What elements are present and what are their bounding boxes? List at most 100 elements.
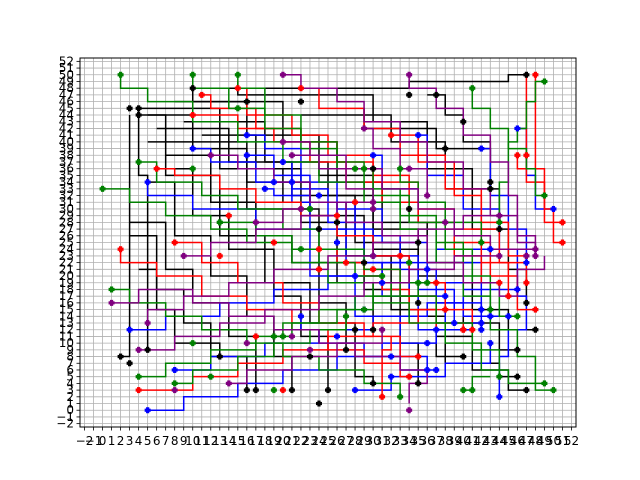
x-tick-label: 49 [537, 434, 552, 448]
x-tick-label: 16 [239, 434, 254, 448]
series-0-marker-8 [460, 353, 467, 360]
series-3-marker-15 [550, 387, 557, 394]
series-2-marker-9 [532, 71, 539, 78]
series-1-path-11 [355, 343, 492, 391]
y-tick-label: 44 [59, 108, 74, 122]
series-4-path-9 [291, 154, 374, 209]
series-0-marker-15 [343, 346, 350, 353]
series-2-marker-35 [216, 252, 223, 259]
series-1-marker-0 [144, 179, 151, 186]
y-tick-label: 33 [59, 182, 74, 196]
series-3-marker-4 [135, 158, 142, 165]
series-3-marker-33 [306, 205, 313, 212]
series-3-marker-32 [297, 246, 304, 253]
series-1-marker-12 [297, 313, 304, 320]
x-tick-label: 7 [162, 434, 170, 448]
series-2-marker-19 [469, 326, 476, 333]
series-0-marker-6 [415, 380, 422, 387]
series-4-marker-18 [370, 199, 377, 206]
series-1-marker-43 [442, 293, 449, 300]
y-tick-label: 19 [59, 276, 74, 290]
series-0-marker-26 [297, 98, 304, 105]
series-3-marker-23 [541, 192, 548, 199]
series-4-marker-16 [496, 212, 503, 219]
series-3-marker-35 [361, 165, 368, 172]
series-0-marker-29 [406, 91, 413, 98]
series-4-marker-13 [532, 252, 539, 259]
series-2-marker-37 [315, 266, 322, 273]
series-4-path-5 [210, 154, 546, 297]
series-0-marker-18 [252, 387, 259, 394]
series-4-marker-25 [243, 340, 250, 347]
series-4-marker-17 [496, 252, 503, 259]
series-2-marker-10 [523, 152, 530, 159]
y-tick-label: 7 [66, 356, 74, 370]
series-2-marker-16 [442, 306, 449, 313]
x-tick-label: 44 [492, 434, 507, 448]
series-4-marker-19 [379, 326, 386, 333]
series-1-marker-21 [487, 313, 494, 320]
x-tick-label: 10 [185, 434, 200, 448]
series-1-path-1 [147, 315, 509, 411]
series-4-marker-1 [406, 71, 413, 78]
series-4-path-11 [255, 208, 301, 224]
series-3-marker-30 [270, 387, 277, 394]
series-4-marker-8 [225, 380, 232, 387]
series-1-marker-27 [487, 340, 494, 347]
series-2-marker-3 [135, 387, 142, 394]
series-3-marker-29 [207, 373, 214, 380]
series-4-marker-3 [144, 320, 151, 327]
y-tick-label: 11 [59, 329, 74, 343]
x-tick-label: 4 [135, 434, 143, 448]
series-3-path-12 [399, 168, 483, 243]
series-1-marker-4 [189, 145, 196, 152]
series-2-marker-12 [315, 246, 322, 253]
series-3-marker-21 [415, 279, 422, 286]
y-tick-label: 18 [59, 282, 74, 296]
series-2-marker-6 [189, 112, 196, 119]
x-tick-label: −2 [76, 434, 94, 448]
series-3-marker-13 [460, 387, 467, 394]
series-2-marker-34 [225, 212, 232, 219]
series-3-marker-24 [496, 219, 503, 226]
series-4-marker-4 [135, 346, 142, 353]
x-tick-label: 21 [284, 434, 299, 448]
series-0-marker-40 [352, 326, 359, 333]
series-1-marker-34 [352, 273, 359, 280]
x-tick-label: 0 [99, 434, 107, 448]
x-tick-label: 39 [447, 434, 462, 448]
series-2-marker-30 [397, 252, 404, 259]
series-0-marker-22 [523, 71, 530, 78]
series-2-marker-24 [523, 279, 530, 286]
x-tick-label: 35 [411, 434, 426, 448]
x-tick-label: 31 [374, 434, 389, 448]
series-1-marker-20 [451, 320, 458, 327]
series-1-marker-18 [514, 286, 521, 293]
series-0-marker-13 [415, 299, 422, 306]
series-3-marker-8 [469, 85, 476, 92]
series-1-marker-14 [478, 145, 485, 152]
y-tick-label: 30 [59, 202, 74, 216]
series-0-marker-28 [243, 98, 250, 105]
y-tick-label: 29 [59, 209, 74, 223]
series-3-marker-9 [541, 78, 548, 85]
x-tick-label: 38 [438, 434, 453, 448]
series-0-marker-34 [415, 239, 422, 246]
y-tick-label: 26 [59, 229, 74, 243]
series-0-marker-36 [334, 219, 341, 226]
series-1-marker-19 [487, 246, 494, 253]
series-1-path-5 [246, 134, 491, 318]
series-0-marker-27 [189, 85, 196, 92]
series-0-marker-38 [361, 259, 368, 266]
series-4-marker-6 [279, 138, 286, 145]
series-2-marker-31 [352, 199, 359, 206]
x-tick-label: 29 [356, 434, 371, 448]
x-tick-label: 46 [510, 434, 525, 448]
series-0-marker-24 [487, 185, 494, 192]
series-4-path-7 [183, 201, 374, 257]
x-tick-label: 27 [338, 434, 353, 448]
series-0-marker-31 [460, 118, 467, 125]
series-0-marker-32 [442, 145, 449, 152]
series-2-marker-36 [252, 333, 259, 340]
series-2-marker-0 [153, 165, 160, 172]
